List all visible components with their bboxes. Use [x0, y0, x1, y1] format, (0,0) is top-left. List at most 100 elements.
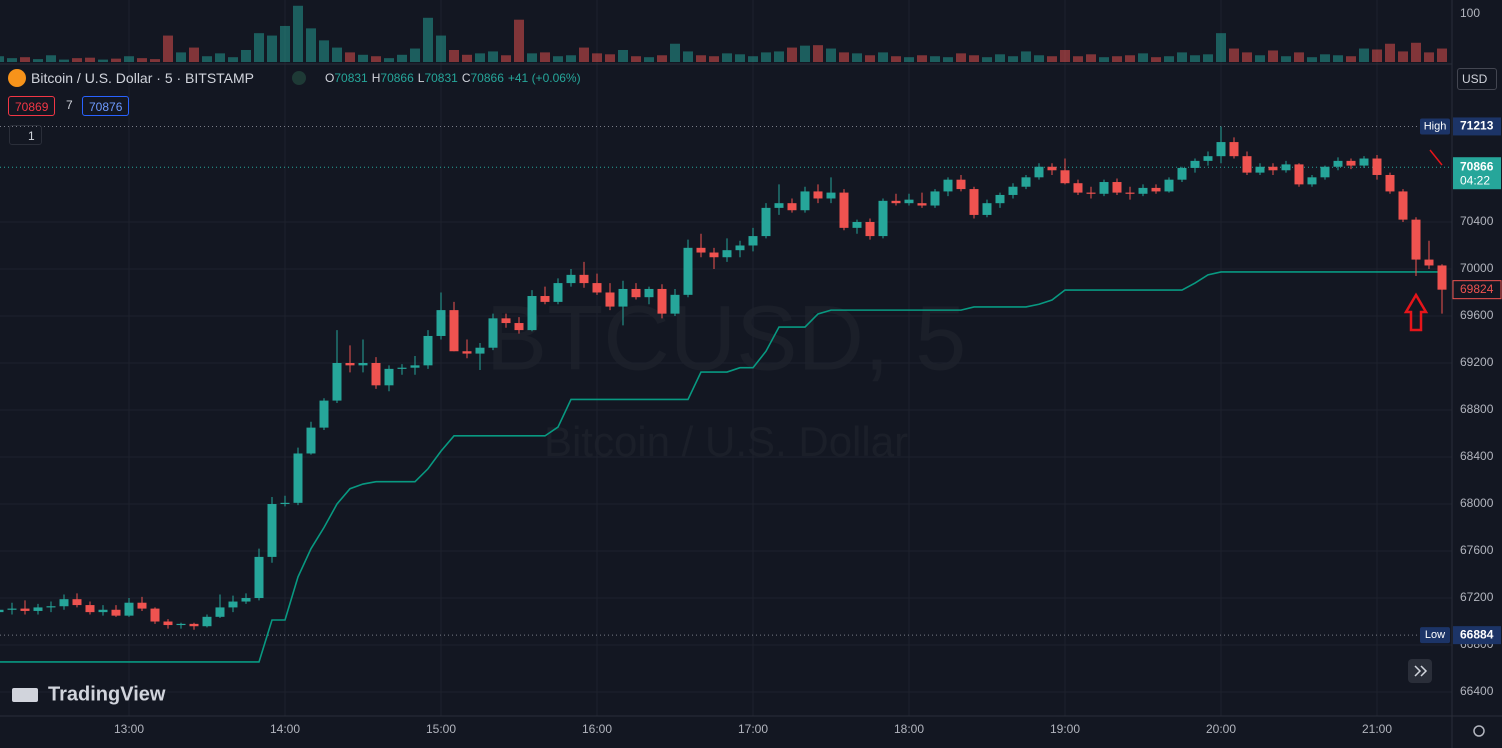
volume-bar — [358, 54, 368, 62]
candle-body — [1060, 170, 1070, 184]
settings-icon[interactable] — [1473, 725, 1485, 737]
candle-body — [1125, 192, 1135, 194]
candle-body — [540, 296, 550, 302]
volume-bar — [371, 56, 381, 62]
logo-text: TradingView — [48, 683, 166, 705]
volume-bar — [1112, 56, 1122, 62]
volume-bar — [423, 17, 433, 63]
currency-select[interactable]: USD — [1457, 68, 1497, 90]
candle-body — [839, 192, 849, 228]
y-tick-label: 66400 — [1460, 684, 1494, 698]
annotation-line — [1429, 149, 1443, 166]
candle-body — [1177, 167, 1187, 180]
volume-bar — [1385, 43, 1395, 62]
x-tick-label: 20:00 — [1206, 722, 1236, 736]
candle-body — [566, 274, 576, 284]
volume-bar — [319, 40, 329, 62]
volume-bar — [1242, 52, 1252, 62]
volume-bar — [1190, 55, 1200, 62]
coin-icon — [8, 69, 26, 87]
candle-body — [358, 362, 368, 366]
volume-bar — [1294, 52, 1304, 62]
volume-bar — [514, 19, 524, 62]
x-tick-label: 18:00 — [894, 722, 924, 736]
volume-bar — [1177, 52, 1187, 62]
indicators-toggle[interactable]: 1 — [9, 125, 42, 145]
volume-bar — [163, 35, 173, 62]
volume-bar — [839, 52, 849, 62]
y-tick-label: 67200 — [1460, 590, 1494, 604]
candle-body — [1424, 259, 1434, 266]
x-tick-label: 21:00 — [1362, 722, 1392, 736]
candle-body — [1307, 177, 1317, 185]
volume-bar — [46, 55, 56, 62]
candle-body — [774, 203, 784, 208]
x-tick-label: 14:00 — [270, 722, 300, 736]
candle-body — [1437, 265, 1447, 290]
candle-body — [683, 247, 693, 295]
volume-bar — [696, 55, 706, 62]
volume-bar — [488, 51, 498, 62]
volume-bar — [462, 54, 472, 62]
candle-body — [449, 310, 459, 352]
supertrend-line — [0, 271, 1442, 663]
volume-bar — [1060, 49, 1070, 62]
candle-body — [930, 191, 940, 206]
x-tick-label: 16:00 — [582, 722, 612, 736]
candle-body — [345, 362, 355, 366]
volume-bar — [72, 58, 82, 62]
price-line-tag: 71213 — [1460, 119, 1494, 133]
volume-bar — [1216, 33, 1226, 62]
candle-body — [1164, 179, 1174, 192]
volume-bar — [917, 55, 927, 62]
volume-bar — [540, 52, 550, 62]
price-line-tag-bg — [1453, 626, 1501, 645]
symbol-title[interactable]: Bitcoin / U.S. Dollar · 5 · BITSTAMP — [31, 70, 255, 86]
spread: 7 — [66, 98, 73, 112]
volume-bar — [1203, 54, 1213, 62]
volume-bar — [475, 53, 485, 62]
candle-body — [514, 323, 524, 331]
volume-bar — [1229, 48, 1239, 62]
volume-bar — [1099, 57, 1109, 62]
volume-bar — [605, 54, 615, 62]
ohlc-value: 70831 — [334, 71, 368, 85]
candle-body — [267, 504, 277, 557]
volume-bar — [904, 57, 914, 62]
crosshair-price-bg — [1452, 280, 1502, 300]
x-tick-label: 17:00 — [738, 722, 768, 736]
volume-bar — [0, 56, 4, 62]
ohlc-value: 70866 — [470, 71, 504, 85]
volume-bar — [1125, 55, 1135, 62]
candle-body — [527, 296, 537, 331]
candle-body — [0, 609, 4, 613]
candle-body — [852, 221, 862, 228]
buy-button[interactable]: 70876 — [82, 96, 130, 116]
volume-bar — [436, 35, 446, 62]
volume-bar — [1151, 57, 1161, 62]
x-tick-label: 19:00 — [1050, 722, 1080, 736]
volume-bar — [813, 45, 823, 62]
sell-button[interactable]: 70869 — [8, 96, 56, 116]
volume-bar — [787, 47, 797, 62]
candle-body — [371, 362, 381, 386]
candle-body — [1216, 142, 1226, 157]
volume-bar — [293, 5, 303, 63]
volume-bar — [631, 56, 641, 62]
x-tick-label: 15:00 — [426, 722, 456, 736]
volume-bar — [995, 54, 1005, 62]
candle-body — [696, 247, 706, 253]
candle-body — [501, 318, 511, 324]
candle-body — [85, 605, 95, 613]
candle-body — [1151, 187, 1161, 192]
candle-body — [709, 252, 719, 258]
candle-body — [1359, 158, 1369, 166]
candle-body — [878, 200, 888, 237]
volume-bar — [982, 57, 992, 62]
volume-bar — [930, 56, 940, 62]
volume-bar — [449, 49, 459, 62]
volume-bar — [852, 53, 862, 62]
volume-bar — [202, 56, 212, 62]
ohlc-label: C — [461, 71, 471, 85]
volume-bar — [410, 48, 420, 62]
